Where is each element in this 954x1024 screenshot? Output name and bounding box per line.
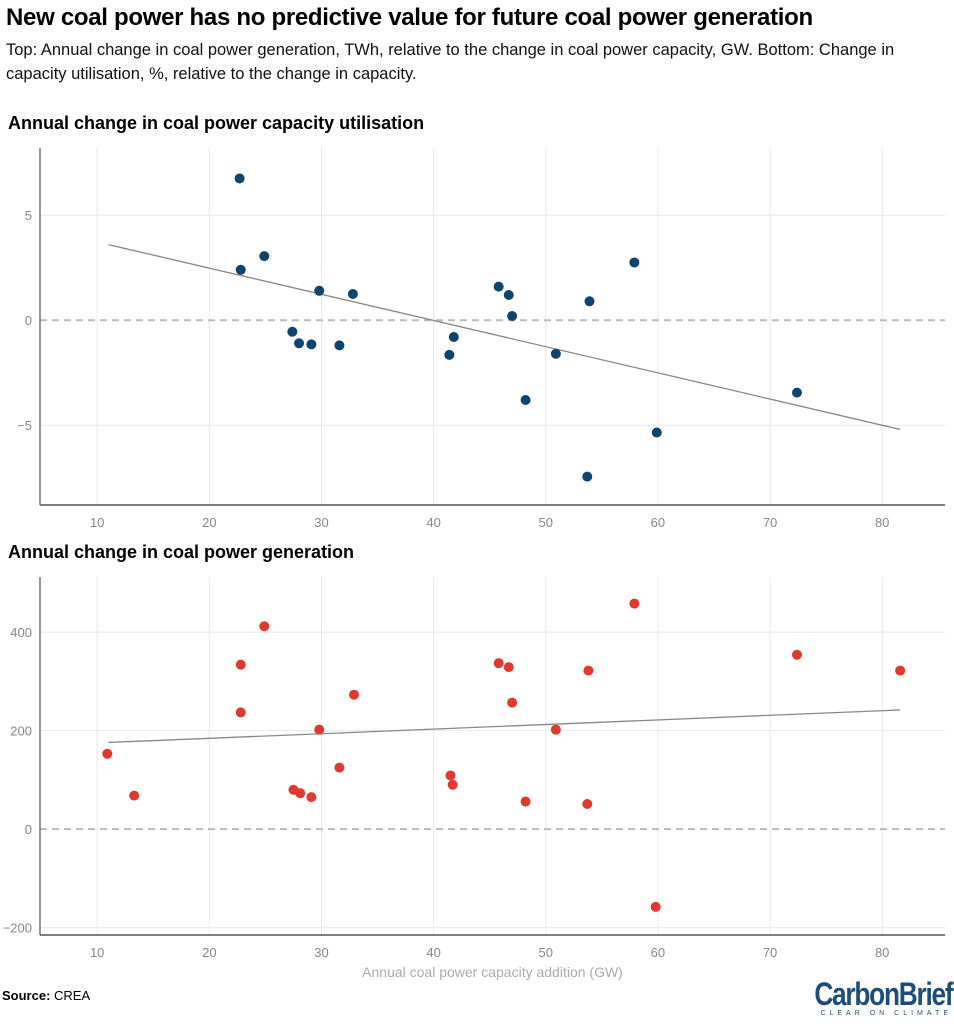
x-tick-label: 30 <box>314 515 328 530</box>
data-point <box>507 311 518 321</box>
chart-title-generation: Annual change in coal power generation <box>8 542 355 562</box>
data-point <box>444 349 455 360</box>
data-point <box>651 427 662 438</box>
chart-title-utilisation: Annual change in coal power capacity uti… <box>8 113 425 133</box>
data-point <box>235 659 246 670</box>
logo-name: CarbonBrief <box>813 976 953 1012</box>
source-label: Source: <box>2 988 51 1003</box>
data-point <box>550 348 561 359</box>
trendline <box>108 243 901 431</box>
data-point <box>582 471 593 482</box>
x-tick-label: 20 <box>202 945 216 960</box>
x-tick-label: 50 <box>539 945 553 960</box>
x-tick-label: 20 <box>202 515 216 530</box>
x-tick-label: 70 <box>763 945 777 960</box>
x-tick-label: 40 <box>426 515 440 530</box>
x-tick-label: 60 <box>651 945 665 960</box>
x-axis-label: Annual coal power capacity addition (GW) <box>362 964 623 980</box>
data-point <box>629 257 640 268</box>
y-tick-label: −200 <box>3 921 32 936</box>
data-point <box>895 665 906 676</box>
data-point <box>347 288 358 299</box>
data-point <box>447 779 458 790</box>
x-tick-label: 10 <box>90 945 104 960</box>
data-point <box>235 707 246 718</box>
data-point <box>259 621 270 632</box>
data-point <box>129 790 140 801</box>
data-point <box>235 264 246 275</box>
data-point <box>493 281 504 292</box>
source-note: Source: CREA <box>2 988 90 1003</box>
x-tick-label: 80 <box>875 515 889 530</box>
x-tick-label: 40 <box>426 945 440 960</box>
data-point <box>234 173 245 184</box>
data-point <box>629 598 640 609</box>
y-tick-label: 5 <box>25 208 32 223</box>
data-point <box>550 724 561 735</box>
y-tick-label: 400 <box>10 625 32 640</box>
data-point <box>493 658 504 669</box>
data-point <box>294 338 305 349</box>
chart-1: 10 20 30 40 50 60 70 80 −200 0 200 400 Annual coal p… <box>3 577 945 980</box>
trendline <box>108 709 901 744</box>
page-title: New coal power has no predictive value f… <box>6 4 813 31</box>
x-tick-label: 10 <box>90 515 104 530</box>
data-point <box>503 662 514 673</box>
x-tick-label: 30 <box>314 945 328 960</box>
data-point <box>583 665 594 676</box>
data-point <box>791 387 802 398</box>
data-point <box>448 332 459 342</box>
data-point <box>445 770 456 781</box>
x-tick-label: 60 <box>651 515 665 530</box>
chart-0: 10 20 30 40 50 60 70 80 −5 0 5 <box>17 148 945 530</box>
data-point <box>259 251 270 262</box>
data-point <box>306 792 317 803</box>
y-tick-label: 0 <box>25 822 32 837</box>
source-value: CREA <box>54 988 91 1003</box>
data-point <box>349 689 360 700</box>
data-point <box>584 296 595 307</box>
y-tick-label: 200 <box>10 724 32 739</box>
data-point <box>314 285 325 296</box>
data-point <box>791 649 802 660</box>
data-point <box>334 762 345 773</box>
data-point <box>520 796 531 807</box>
x-tick-label: 50 <box>539 515 553 530</box>
data-point <box>650 901 661 912</box>
x-tick-label: 80 <box>875 945 889 960</box>
data-point <box>334 340 345 351</box>
y-tick-label: 0 <box>25 313 32 328</box>
data-point <box>503 290 514 300</box>
data-point <box>102 748 113 759</box>
carbonbrief-logo: CarbonBrief CLEAR ON CLIMATE <box>784 976 953 1017</box>
logo-tagline: CLEAR ON CLIMATE <box>820 1010 952 1017</box>
data-point <box>306 339 317 350</box>
page-subtitle: Top: Annual change in coal power generat… <box>6 41 895 83</box>
x-tick-label: 70 <box>763 515 777 530</box>
data-point <box>287 326 298 337</box>
data-point <box>295 788 306 799</box>
y-tick-label: −5 <box>17 418 32 433</box>
data-point <box>520 395 531 405</box>
data-point <box>314 724 325 735</box>
data-point <box>507 697 518 708</box>
data-point <box>582 799 593 810</box>
